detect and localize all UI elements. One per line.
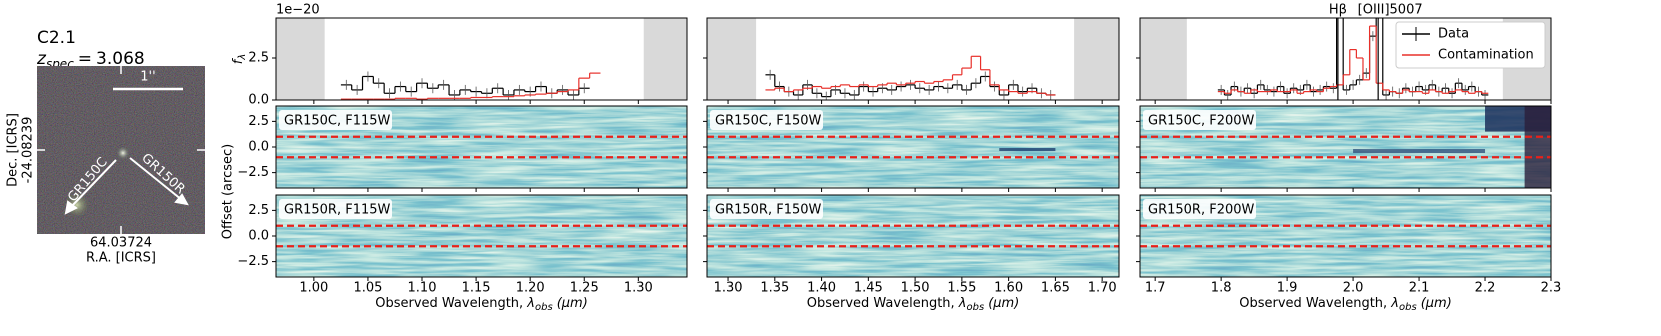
x-label-unit: (μm) [557, 296, 588, 311]
x-tick-label: 1.8 [1211, 281, 1232, 296]
y-tick-label: 2.5 [248, 114, 269, 129]
y-tick-label: −2.5 [237, 165, 269, 180]
x-tick-label: 1.30 [714, 281, 743, 296]
legend-label: Contamination [1438, 48, 1534, 63]
trace [999, 148, 1056, 152]
x-label-symbol: λ [958, 296, 967, 311]
y-tick-label: 0.0 [248, 93, 269, 108]
source [116, 146, 130, 160]
frame [1139, 17, 1552, 101]
x-label-unit: (μm) [1421, 296, 1452, 311]
x-label-text: Observed Wavelength, [1239, 296, 1391, 311]
masked-range [1140, 18, 1187, 100]
x-tick-label: 1.15 [462, 281, 491, 296]
y-offset-label: 1e−20 [276, 3, 320, 18]
x-tick-label: 1.20 [516, 281, 545, 296]
x-label-subscript: obs [535, 302, 553, 313]
masked-range [707, 18, 757, 100]
x-tick-label: 1.35 [760, 281, 789, 296]
panel-label-box [710, 110, 823, 130]
grism-arrows [64, 157, 189, 215]
x-tick-label: 1.10 [408, 281, 437, 296]
x-tick-label: 1.25 [570, 281, 599, 296]
panel-label: GR150C, F150W [715, 114, 822, 129]
ra-label: 64.03724 [90, 236, 152, 251]
redshift-symbol: z [36, 49, 47, 69]
trace [1353, 149, 1486, 154]
y-tick-label: 0.0 [248, 229, 269, 244]
panel-label-box [1143, 110, 1256, 130]
x-label: R.A. [ICRS] [86, 251, 156, 266]
object-id: C2.1 [37, 28, 76, 48]
x-tick-label: 1.9 [1277, 281, 1298, 296]
x-tick-label: 2.2 [1475, 281, 1496, 296]
x-label-symbol: λ [526, 296, 535, 311]
spectrum [1217, 18, 1489, 100]
x-tick-label: 2.3 [1541, 281, 1562, 296]
frame [275, 17, 688, 101]
panel-bg [276, 18, 687, 100]
panel-label: GR150C, F115W [284, 114, 391, 129]
x-label-symbol: λ [1390, 296, 1399, 311]
panel-label-box [1143, 199, 1256, 219]
spectrum [765, 55, 1056, 100]
panel-label: GR150R, F150W [715, 203, 822, 218]
x-tick-label: 1.00 [299, 281, 328, 296]
dec-label: -24.08239 [21, 117, 36, 184]
x-label: Observed Wavelength, λobs (μm) [1239, 296, 1452, 314]
x-tick-label: 2.0 [1343, 281, 1364, 296]
masked-range [1074, 18, 1119, 100]
thumbnail: C2.1 zspec = 3.068 1'' GR150C GR150R Dec. … [6, 28, 205, 266]
x-label: Observed Wavelength, λobs (μm) [807, 296, 1020, 314]
y-label: fλ [231, 54, 249, 65]
panel-label: GR150R, F115W [284, 203, 391, 218]
y-label-2d: Offset (arcsec) [221, 144, 236, 239]
x-label-text: Observed Wavelength, [807, 296, 959, 311]
y-tick-label: 2.5 [248, 50, 269, 65]
x-tick-label: 1.05 [353, 281, 382, 296]
y-tick-label: 0.0 [248, 140, 269, 155]
redshift-equals: = [78, 49, 92, 69]
x-tick-label: 2.1 [1409, 281, 1430, 296]
frame [706, 17, 1120, 101]
panel-bg [707, 18, 1119, 100]
x-label-text: Observed Wavelength, [375, 296, 527, 311]
spectrum [340, 71, 601, 100]
line-label: [OIII]5007 [1358, 3, 1423, 18]
x-label-subscript: obs [1399, 302, 1417, 313]
redshift-value: 3.068 [96, 49, 145, 69]
y-tick-label: 2.5 [248, 203, 269, 218]
x-tick-label: 1.55 [947, 281, 976, 296]
x-tick-label: 1.40 [807, 281, 836, 296]
scale-bar-label: 1'' [140, 70, 155, 85]
masked-range [643, 18, 687, 100]
x-tick-label: 1.7 [1145, 281, 1166, 296]
thumb-ticks [37, 66, 205, 234]
y-tick-label: −2.5 [237, 254, 269, 269]
x-tick-label: 1.30 [624, 281, 653, 296]
x-label-subscript: obs [967, 302, 985, 313]
y-label-subscript: λ [237, 54, 248, 61]
y-label: Dec. [ICRS] [6, 113, 21, 187]
line-label: Hβ [1329, 3, 1347, 18]
y-label-symbol: f [231, 57, 246, 64]
x-tick-label: 1.60 [994, 281, 1023, 296]
x-label: Observed Wavelength, λobs (μm) [375, 296, 588, 314]
x-label-unit: (μm) [988, 296, 1019, 311]
legend-label: Data [1438, 27, 1469, 42]
panel-label-box [710, 199, 823, 219]
panel-label-box [279, 110, 392, 130]
x-tick-label: 1.50 [901, 281, 930, 296]
legend-box [1395, 21, 1546, 69]
redshift-label: zspec = 3.068 [36, 49, 145, 71]
contaminant [1524, 106, 1551, 188]
x-tick-label: 1.70 [1088, 281, 1117, 296]
panel-label: GR150R, F200W [1148, 203, 1255, 218]
x-tick-label: 1.65 [1041, 281, 1070, 296]
masked-range [276, 18, 325, 100]
panel-label-box [279, 199, 392, 219]
panel-label: GR150C, F200W [1148, 114, 1255, 129]
x-tick-label: 1.45 [854, 281, 883, 296]
